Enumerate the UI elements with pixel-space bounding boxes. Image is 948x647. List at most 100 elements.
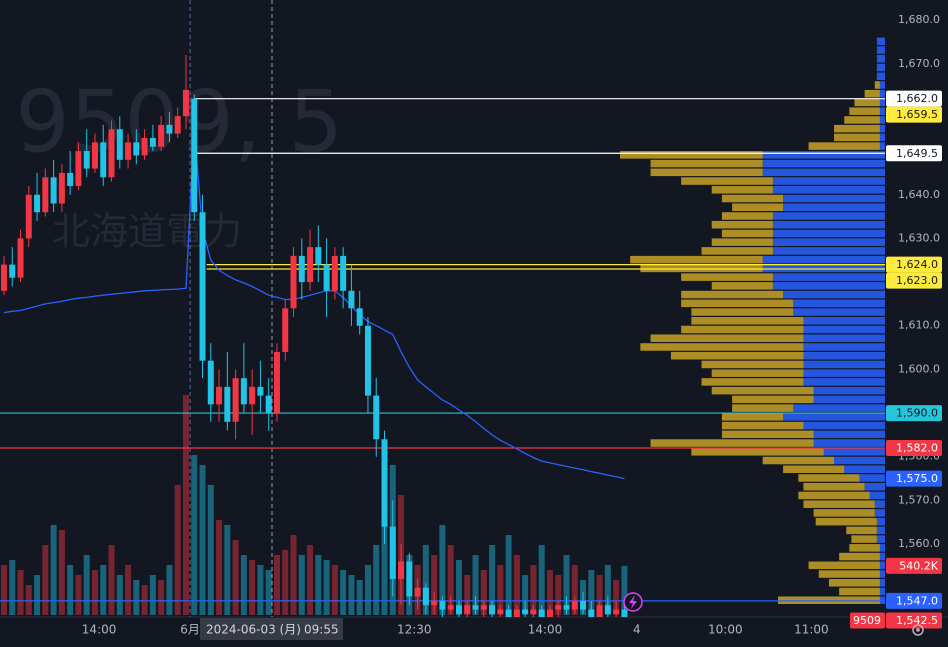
- profile-buy: [772, 212, 885, 220]
- candle-body: [290, 255, 297, 309]
- profile-sell: [701, 360, 804, 369]
- profile-sell: [834, 133, 880, 142]
- profile-sell: [803, 500, 875, 508]
- profile-buy: [803, 360, 885, 369]
- y-tick-label: 1,600.0: [898, 362, 940, 375]
- profile-buy: [869, 491, 885, 500]
- volume-bar: [83, 555, 90, 615]
- y-tick-label: 1,560.0: [898, 537, 940, 550]
- settings-icon[interactable]: [912, 624, 924, 636]
- profile-buy: [772, 229, 885, 238]
- y-tick-label: 1,610.0: [898, 319, 940, 332]
- profile-buy: [876, 526, 885, 535]
- candle-body: [42, 177, 49, 213]
- candle-body: [323, 264, 330, 291]
- volume-bar: [290, 535, 297, 615]
- profile-buy: [879, 544, 885, 552]
- volume-bar: [505, 535, 512, 615]
- name-watermark: 北海道電力: [52, 210, 242, 254]
- profile-sell: [808, 561, 880, 570]
- price-tag: [886, 90, 942, 107]
- price-tag-label: 1,662.0: [896, 92, 938, 105]
- profile-sell: [630, 255, 763, 264]
- volume-bar: [240, 555, 247, 615]
- profile-sell: [721, 212, 773, 220]
- profile-sell: [721, 413, 784, 421]
- volume-bar: [100, 565, 107, 615]
- volume-bar: [224, 525, 231, 615]
- profile-buy: [813, 395, 885, 404]
- profile-sell: [864, 89, 880, 98]
- volume-bar: [232, 540, 239, 615]
- volume-bar: [555, 575, 562, 615]
- y-tick-label: 1,670.0: [898, 57, 940, 70]
- candle-body: [9, 264, 16, 278]
- plot: [0, 0, 885, 617]
- candle-body: [0, 264, 7, 291]
- profile-sell: [798, 491, 870, 500]
- volume-bar: [497, 565, 504, 615]
- profile-sell: [681, 177, 773, 185]
- profile-buy: [772, 282, 885, 290]
- profile-buy: [803, 378, 885, 386]
- volume-bar: [265, 570, 272, 615]
- candle-body: [513, 609, 520, 617]
- y-tick-label: 1,640.0: [898, 188, 940, 201]
- price-tag-label: 1,542.5: [896, 614, 938, 627]
- profile-sell: [711, 186, 773, 194]
- profile-buy: [879, 133, 885, 142]
- y-tick-label: 1,570.0: [898, 493, 940, 506]
- vwap-line: [3, 129, 625, 480]
- volume-bar: [108, 545, 115, 615]
- candle-body: [273, 351, 280, 414]
- profile-buy: [876, 535, 885, 543]
- profile-buy: [874, 509, 885, 517]
- price-tag-label: 540.2K: [899, 559, 938, 572]
- candle-body: [621, 609, 628, 617]
- volume-bar: [513, 555, 520, 615]
- profile-sell: [803, 482, 865, 491]
- profile-buy: [879, 116, 885, 124]
- profile-buy: [844, 465, 885, 474]
- candle-body: [373, 395, 380, 440]
- volume-bar: [489, 545, 496, 615]
- volume-bar: [431, 555, 438, 615]
- candle-body: [17, 238, 24, 278]
- profile-sell: [640, 343, 804, 351]
- profile-sell: [721, 421, 804, 430]
- candle-body: [447, 605, 454, 610]
- profile-buy: [803, 334, 885, 343]
- candle-body: [422, 587, 429, 606]
- profile-sell: [818, 570, 880, 578]
- candle-body: [240, 378, 247, 405]
- volume-bar: [588, 570, 595, 615]
- volume-bar: [91, 570, 98, 615]
- volume-bar: [323, 560, 330, 615]
- profile-sell: [711, 369, 804, 377]
- profile-buy: [876, 72, 885, 81]
- candle-body: [489, 605, 496, 614]
- candle-body: [505, 609, 512, 617]
- volume-bar: [613, 580, 620, 615]
- profile-sell: [732, 404, 794, 412]
- profile-buy: [783, 194, 885, 203]
- price-tag-label: 1,649.5: [896, 147, 938, 160]
- profile-buy: [803, 343, 885, 351]
- volume-bar: [331, 565, 338, 615]
- profile-buy: [874, 500, 885, 508]
- lightning-icon[interactable]: [623, 592, 643, 612]
- profile-buy: [879, 81, 885, 89]
- volume-bar: [356, 580, 363, 615]
- volume-bar: [249, 560, 256, 615]
- candle-body: [191, 98, 198, 213]
- candle-body: [588, 609, 595, 617]
- candle-body: [356, 308, 363, 326]
- volume-bar: [464, 575, 471, 615]
- candle-body: [216, 386, 223, 405]
- volume-bar: [381, 515, 388, 615]
- profile-sell: [681, 325, 804, 334]
- volume-bar: [422, 545, 429, 615]
- volume-bar: [480, 570, 487, 615]
- candle-body: [604, 605, 611, 614]
